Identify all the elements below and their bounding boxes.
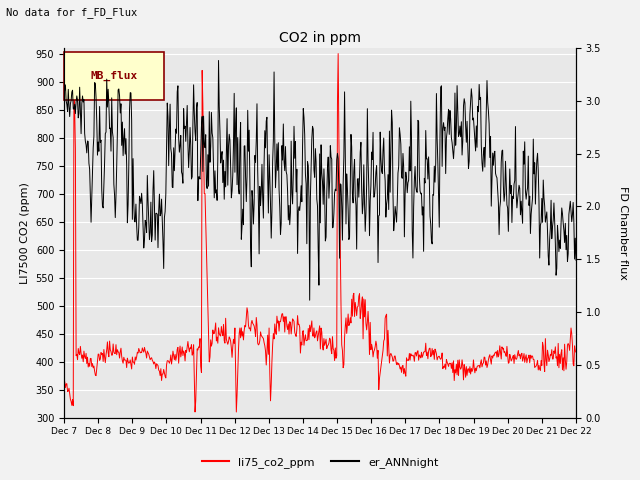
- Y-axis label: FD Chamber flux: FD Chamber flux: [618, 186, 628, 280]
- Y-axis label: LI7500 CO2 (ppm): LI7500 CO2 (ppm): [20, 182, 30, 284]
- FancyBboxPatch shape: [64, 52, 164, 100]
- Text: No data for f_FD_Flux: No data for f_FD_Flux: [6, 7, 138, 18]
- Legend: li75_co2_ppm, er_ANNnight: li75_co2_ppm, er_ANNnight: [197, 452, 443, 472]
- Title: CO2 in ppm: CO2 in ppm: [279, 32, 361, 46]
- Text: MB_flux: MB_flux: [90, 71, 138, 81]
